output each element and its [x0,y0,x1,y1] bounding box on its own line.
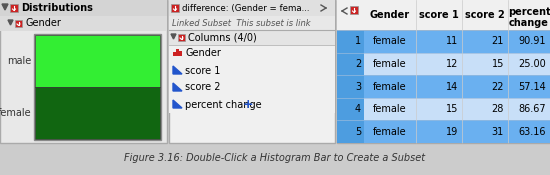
Text: 19: 19 [446,127,458,137]
Text: Gender: Gender [370,10,410,20]
Text: score 2: score 2 [185,82,221,93]
FancyBboxPatch shape [178,34,185,41]
Polygon shape [173,100,182,108]
Text: score 2: score 2 [465,10,505,20]
FancyBboxPatch shape [364,53,550,75]
FancyBboxPatch shape [337,0,550,143]
Text: 25.00: 25.00 [518,59,546,69]
FancyBboxPatch shape [171,4,179,12]
Text: 4: 4 [355,104,361,114]
FancyBboxPatch shape [169,96,335,113]
Text: Gender: Gender [185,48,221,58]
Text: female: female [373,104,407,114]
FancyBboxPatch shape [337,0,550,30]
FancyBboxPatch shape [169,79,335,96]
FancyBboxPatch shape [35,87,160,139]
Text: Gender: Gender [25,19,61,29]
FancyBboxPatch shape [169,0,335,16]
FancyBboxPatch shape [337,120,364,143]
Text: +: + [243,98,254,111]
FancyBboxPatch shape [176,49,179,56]
Text: female: female [373,59,407,69]
Text: 15: 15 [492,59,504,69]
FancyBboxPatch shape [169,16,335,30]
Text: Linked Subset  This subset is link: Linked Subset This subset is link [172,19,311,27]
FancyBboxPatch shape [169,45,335,62]
Text: score 1: score 1 [185,65,221,75]
Text: 11: 11 [446,36,458,46]
Text: female: female [0,108,31,118]
Text: 2: 2 [355,59,361,69]
FancyBboxPatch shape [10,4,18,12]
Text: female: female [373,36,407,46]
Polygon shape [2,4,8,10]
Text: female: female [373,82,407,92]
FancyBboxPatch shape [169,30,335,45]
Text: Columns (4/0): Columns (4/0) [188,33,257,43]
Text: 90.91: 90.91 [519,36,546,46]
FancyBboxPatch shape [169,0,335,143]
FancyBboxPatch shape [0,16,167,31]
FancyBboxPatch shape [337,53,364,75]
Text: 86.67: 86.67 [518,104,546,114]
Text: Figure 3.16: Double-Click a Histogram Bar to Create a Subset: Figure 3.16: Double-Click a Histogram Ba… [124,153,426,163]
Text: 21: 21 [492,36,504,46]
Text: percent: percent [508,7,550,17]
Text: 31: 31 [492,127,504,137]
FancyBboxPatch shape [337,98,364,120]
FancyBboxPatch shape [34,34,161,140]
Text: female: female [373,127,407,137]
FancyBboxPatch shape [15,20,22,27]
Text: 15: 15 [446,104,458,114]
FancyBboxPatch shape [179,51,182,56]
Text: 22: 22 [492,82,504,92]
Text: score 1: score 1 [419,10,459,20]
Polygon shape [173,83,182,91]
Text: difference: (Gender = fema...: difference: (Gender = fema... [182,4,310,12]
FancyBboxPatch shape [173,52,175,56]
FancyBboxPatch shape [0,0,167,143]
Text: 5: 5 [355,127,361,137]
Text: change: change [509,18,549,28]
FancyBboxPatch shape [337,75,364,98]
Polygon shape [8,20,13,25]
FancyBboxPatch shape [169,62,335,79]
FancyBboxPatch shape [364,98,550,120]
FancyBboxPatch shape [337,30,364,53]
FancyBboxPatch shape [0,0,167,16]
FancyBboxPatch shape [364,30,550,53]
Polygon shape [173,66,182,74]
FancyBboxPatch shape [364,75,550,98]
Text: percent change: percent change [185,100,262,110]
Text: 14: 14 [446,82,458,92]
Text: Distributions: Distributions [21,3,93,13]
Text: 63.16: 63.16 [519,127,546,137]
FancyBboxPatch shape [35,35,160,87]
FancyBboxPatch shape [364,120,550,143]
Text: male: male [7,56,31,66]
Polygon shape [171,34,176,39]
FancyBboxPatch shape [350,6,358,14]
Text: 57.14: 57.14 [518,82,546,92]
Text: 3: 3 [355,82,361,92]
Text: 28: 28 [492,104,504,114]
Text: 12: 12 [446,59,458,69]
Text: 1: 1 [355,36,361,46]
